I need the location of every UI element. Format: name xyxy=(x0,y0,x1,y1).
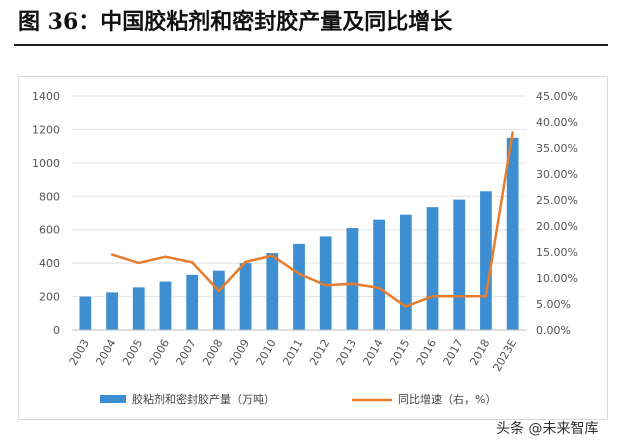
bar xyxy=(293,243,305,330)
bar xyxy=(453,199,466,330)
x-tick-label: 2018 xyxy=(467,337,492,368)
y-right-tick-label: 30.00% xyxy=(536,168,578,181)
y-left-tick-label: 800 xyxy=(39,190,60,203)
x-tick-label: 2011 xyxy=(280,337,305,368)
watermark: 头条 @未来智库 xyxy=(496,421,599,437)
y-left-tick-label: 0 xyxy=(53,324,60,337)
x-tick-label: 2013 xyxy=(334,337,359,368)
bar xyxy=(159,281,172,330)
bar xyxy=(186,274,199,330)
growth-point xyxy=(511,131,514,134)
bar xyxy=(79,296,92,330)
y-left-tick-label: 400 xyxy=(39,257,60,270)
growth-line xyxy=(111,132,514,308)
growth-point xyxy=(458,295,461,298)
growth-point xyxy=(217,289,221,293)
figure-title: 图 36：中国胶粘剂和密封胶产量及同比增长 xyxy=(18,9,453,35)
growth-point xyxy=(244,260,247,264)
y-right-tick-label: 10.00% xyxy=(536,272,578,285)
growth-point xyxy=(351,282,354,285)
y-right-tick-label: 40.00% xyxy=(536,116,578,129)
growth-point xyxy=(137,261,140,265)
x-tick-label: 2007 xyxy=(174,337,199,368)
x-tick-label: 2010 xyxy=(254,337,279,368)
x-tick-label: 2009 xyxy=(227,337,252,368)
bar xyxy=(373,219,385,330)
title-divider xyxy=(14,44,608,46)
x-tick-label: 2012 xyxy=(307,337,332,368)
legend-line-label: 同比增速（右，%） xyxy=(398,392,496,406)
bar xyxy=(346,228,359,330)
y-right-tick-label: 25.00% xyxy=(536,194,578,207)
x-tick-label: 2017 xyxy=(441,337,466,368)
y-right-tick-label: 0.00% xyxy=(536,324,571,337)
growth-point xyxy=(484,295,488,298)
y-right-tick-label: 45.00% xyxy=(536,90,578,103)
bar xyxy=(506,137,519,330)
y-right-tick-label: 5.00% xyxy=(536,298,571,311)
x-tick-label: 2003 xyxy=(67,337,92,368)
bar xyxy=(213,270,225,330)
growth-point xyxy=(431,295,434,298)
bar xyxy=(399,214,412,330)
y-left-tick-label: 200 xyxy=(39,291,60,304)
growth-point xyxy=(297,272,301,276)
y-left-tick-label: 1200 xyxy=(32,123,60,136)
y-left-tick-label: 1000 xyxy=(32,157,60,170)
growth-point xyxy=(324,284,327,287)
y-left-tick-label: 1400 xyxy=(32,90,60,103)
bar xyxy=(132,287,145,330)
growth-point xyxy=(271,254,274,257)
bar xyxy=(239,263,252,330)
y-right-tick-label: 35.00% xyxy=(536,142,578,155)
x-tick-label: 2004 xyxy=(93,337,118,368)
x-tick-label: 2015 xyxy=(387,337,412,368)
growth-point xyxy=(377,286,381,290)
bar xyxy=(319,236,332,330)
bar xyxy=(426,207,439,330)
y-right-tick-label: 15.00% xyxy=(536,246,578,259)
growth-point xyxy=(164,255,167,258)
growth-point xyxy=(190,261,194,264)
x-tick-label: 2014 xyxy=(360,337,385,368)
legend-bar-swatch xyxy=(100,395,126,403)
y-left-tick-label: 600 xyxy=(39,224,60,237)
growth-point xyxy=(110,253,114,256)
x-tick-label: 2006 xyxy=(147,337,172,368)
chart-frame xyxy=(18,76,608,420)
y-right-tick-label: 20.00% xyxy=(536,220,578,233)
growth-point xyxy=(404,305,408,308)
x-tick-label: 2023E xyxy=(491,337,520,374)
bar xyxy=(106,292,118,330)
x-tick-label: 2016 xyxy=(414,337,439,368)
bar xyxy=(266,253,279,330)
x-tick-label: 2008 xyxy=(200,337,225,368)
x-tick-label: 2005 xyxy=(120,337,145,368)
bar xyxy=(480,191,492,330)
legend-bar-label: 胶粘剂和密封胶产量（万吨） xyxy=(132,392,275,406)
